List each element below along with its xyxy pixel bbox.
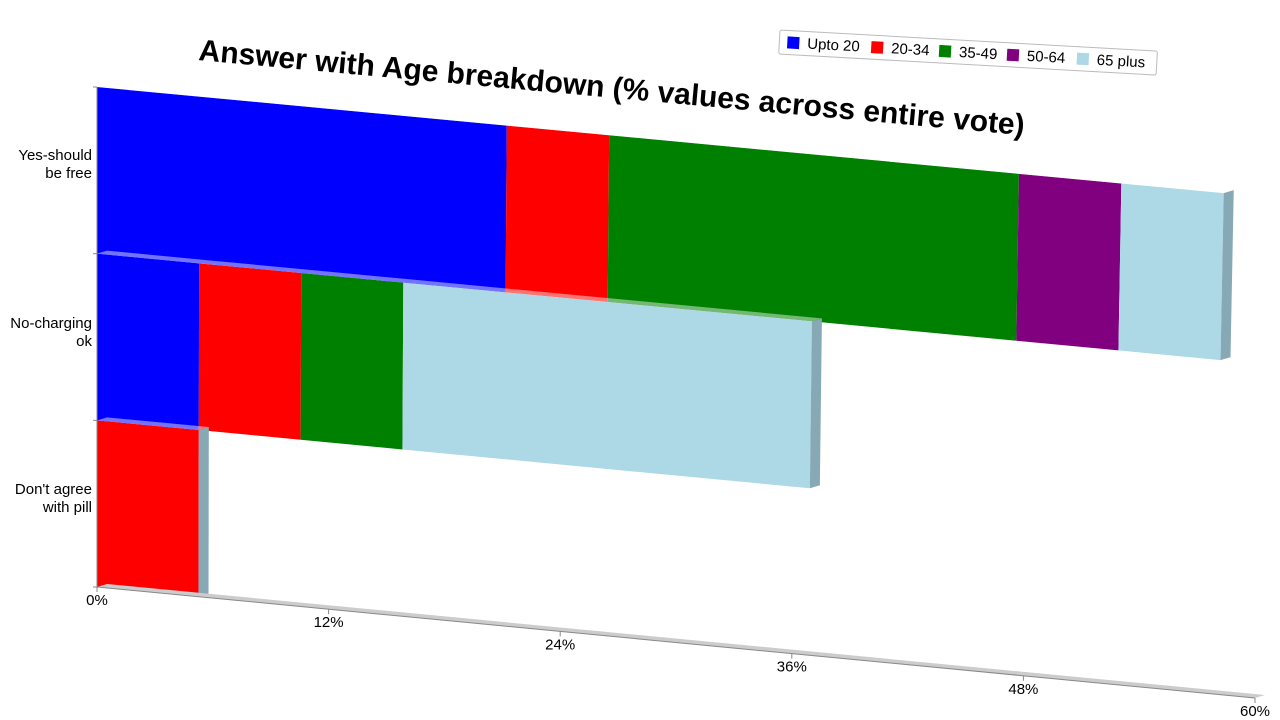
bar-side [198,427,209,597]
category-label: No-charging ok [10,315,92,350]
category-label: Don't agree with pill [14,481,92,516]
x-tick-label: 60% [1240,703,1270,720]
bar-top [97,250,210,264]
legend-label: Upto 20 [807,36,860,56]
x-tick-label: 48% [1008,681,1038,698]
legend-swatch [786,36,800,50]
x-tick-label: 12% [314,614,344,631]
bar-top [97,84,517,126]
legend-swatch [1076,52,1090,66]
x-tick-label: 24% [545,636,575,653]
bar-side [809,318,822,489]
bar-segment [300,273,404,450]
x-tick-label: 36% [777,659,807,676]
bar-side [1220,190,1234,361]
legend-label: 35-49 [959,44,998,63]
bar-top [1121,180,1234,194]
bar-segment [505,125,610,303]
bar-segment [97,253,200,431]
bar-segment [402,282,812,489]
bar-top [97,417,209,431]
bar-top [301,270,414,283]
bar-top [506,122,620,136]
bar-top [403,279,822,322]
bar-segment [1016,173,1122,351]
legend: Upto 20 20-34 35-49 50-64 65 plus [778,29,1158,76]
x-axis-floor [97,584,1265,698]
x-tick-label: 0% [86,592,108,609]
legend-swatch [938,44,952,58]
legend-label: 50-64 [1026,48,1065,67]
legend-swatch [870,41,884,54]
bar-segment [1118,183,1224,361]
bar-segment [198,263,302,440]
bar-top [609,132,1029,174]
legend-label: 65 plus [1096,52,1145,72]
category-label: Yes-should be free [18,147,92,182]
legend-swatch [1006,48,1020,62]
bar-top [199,260,312,274]
x-axis [96,586,1256,699]
bar-segment [97,87,507,293]
bar-top [1018,170,1132,184]
bar-segment [607,135,1019,341]
bar-segment [97,420,199,597]
legend-label: 20-34 [891,40,930,59]
